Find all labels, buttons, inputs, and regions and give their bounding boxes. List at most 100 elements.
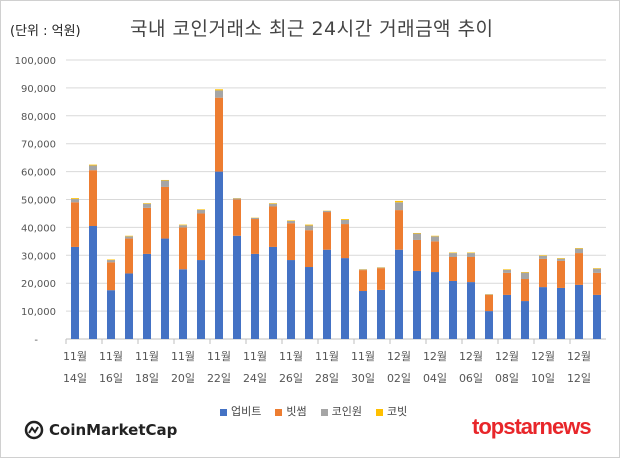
bar-upbit (143, 253, 151, 339)
bar-coinone (521, 272, 529, 280)
chart-title: 국내 코인거래소 최근 24시간 거래금액 추이 (130, 18, 494, 40)
bar-coinone (143, 203, 151, 208)
bar-bithumb (467, 256, 475, 283)
bar-bithumb (197, 213, 205, 261)
y-tick-label: 90,000 (21, 84, 56, 95)
bar-coinone (539, 255, 547, 259)
bar-coinone (593, 268, 601, 273)
x-tick-label: 08일 (495, 371, 519, 385)
bar-bithumb (215, 97, 223, 172)
x-tick-label: 28일 (315, 371, 339, 385)
bar-bithumb (269, 206, 277, 247)
y-tick-label: 80,000 (21, 112, 56, 123)
coinmarketcap-logo: CoinMarketCap (24, 420, 177, 440)
legend-item: 코빗 (376, 403, 407, 419)
bar-bithumb (251, 219, 259, 254)
bar-coinone (323, 210, 331, 213)
bar-coinone (71, 198, 79, 203)
legend-item: 빗썸 (275, 403, 307, 419)
legend-item: 코인원 (320, 403, 362, 419)
bar-upbit (323, 249, 331, 339)
x-tick-label: 06일 (459, 371, 483, 385)
bar-upbit (215, 171, 223, 339)
x-tick-label: 10일 (531, 371, 555, 385)
bar-bithumb (557, 260, 565, 288)
bar-bithumb (413, 239, 421, 271)
x-tick-label: 30일 (351, 371, 375, 385)
bar-bithumb (503, 272, 511, 295)
x-tick-label: 16일 (99, 371, 123, 385)
bar-bithumb (305, 230, 313, 268)
bar-coinone (359, 269, 367, 271)
legend-item: 업비트 (220, 403, 261, 419)
x-tick-label: 12월 (495, 350, 519, 363)
bar-bithumb (593, 272, 601, 295)
x-tick-label: 11월 (99, 350, 123, 363)
y-tick-label: - (34, 335, 38, 346)
bar-upbit (503, 294, 511, 339)
bar-coinone (215, 90, 223, 98)
x-tick-label: 11월 (351, 350, 375, 363)
bar-bithumb (377, 268, 385, 290)
bar-coinone (161, 180, 169, 187)
x-tick-label: 12월 (531, 350, 555, 363)
y-tick-label: 20,000 (21, 279, 56, 290)
bar-upbit (161, 238, 169, 339)
bar-bithumb (395, 210, 403, 250)
x-tick-label: 02일 (387, 371, 411, 385)
bar-coinone (197, 209, 205, 214)
bar-korbit (593, 268, 601, 269)
bar-korbit (215, 89, 223, 91)
bar-korbit (197, 209, 205, 210)
bar-coinone (341, 219, 349, 225)
bar-coinone (377, 267, 385, 269)
bar-korbit (395, 200, 403, 203)
x-tick-label: 22일 (207, 371, 231, 385)
x-tick-label: 12월 (567, 350, 591, 363)
bar-upbit (269, 246, 277, 339)
bar-coinone (269, 203, 277, 207)
bar-coinone (107, 260, 115, 263)
bar-coinone (125, 236, 133, 239)
bar-korbit (431, 235, 439, 237)
bar-korbit (521, 272, 529, 273)
y-tick-label: 50,000 (21, 196, 56, 207)
x-tick-label: 04일 (423, 371, 447, 385)
bar-upbit (575, 284, 583, 339)
bar-upbit (521, 301, 529, 339)
bar-korbit (467, 252, 475, 254)
bar-upbit (125, 273, 133, 339)
x-tick-label: 12일 (567, 371, 591, 385)
bar-upbit (305, 267, 313, 339)
bar-upbit (197, 260, 205, 339)
bar-upbit (557, 287, 565, 339)
bar-coinone (503, 269, 511, 273)
x-tick-label: 11월 (63, 350, 87, 363)
bar-korbit (557, 258, 565, 259)
bar-upbit (539, 287, 547, 339)
legend-label: 업비트 (231, 405, 262, 418)
bar-upbit (89, 226, 97, 339)
bar-bithumb (323, 212, 331, 250)
legend-swatch (320, 408, 328, 416)
bar-upbit (485, 311, 493, 339)
legend-label: 빗썸 (286, 405, 307, 418)
bar-bithumb (179, 227, 187, 270)
bar-coinone (287, 220, 295, 224)
bar-korbit (179, 224, 187, 226)
coinmarketcap-icon (24, 420, 44, 440)
topstarnews-logo: topstarnews (472, 414, 592, 439)
bar-upbit (449, 280, 457, 339)
bar-bithumb (431, 241, 439, 273)
y-tick-label: 10,000 (21, 307, 56, 318)
bar-bithumb (341, 224, 349, 259)
bar-korbit (287, 220, 295, 221)
bar-bithumb (89, 170, 97, 227)
bar-bithumb (287, 223, 295, 261)
bar-upbit (251, 253, 259, 339)
bar-korbit (161, 179, 169, 181)
bar-korbit (143, 203, 151, 204)
bar-korbit (125, 235, 133, 237)
x-tick-label: 20일 (171, 371, 195, 385)
legend-swatch (376, 408, 383, 416)
